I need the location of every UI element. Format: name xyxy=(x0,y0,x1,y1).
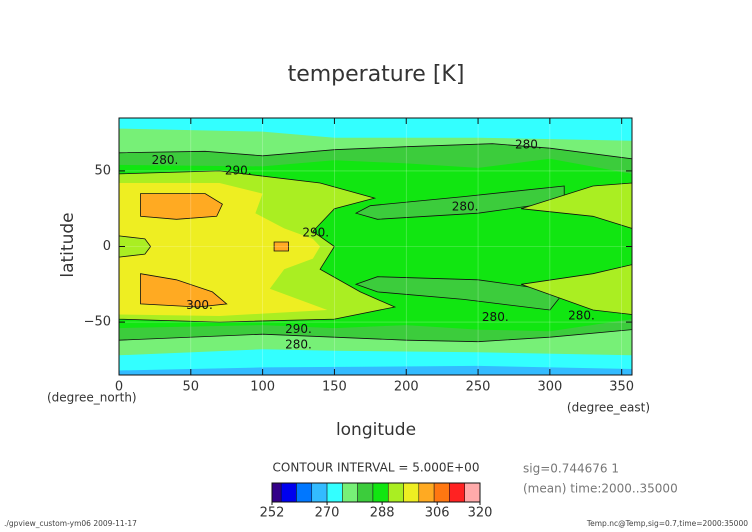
colorbar-box xyxy=(449,482,465,503)
colorbar-tick-label: 270 xyxy=(315,506,340,521)
colorbar-box xyxy=(372,482,389,503)
colorbar-box xyxy=(433,482,450,503)
colorbar-tick-label: 288 xyxy=(370,506,395,521)
contour-label: 280. xyxy=(285,337,312,351)
colorbar-box xyxy=(296,482,313,503)
chart-title: temperature [K] xyxy=(288,62,465,87)
colorbar-box xyxy=(387,482,404,503)
contour-label: 280. xyxy=(152,153,179,167)
contour-region xyxy=(119,235,152,258)
contour-region xyxy=(140,193,223,220)
contour-label: 300. xyxy=(186,298,213,312)
x-tick-label: 100 xyxy=(250,380,275,395)
colorbar-box xyxy=(326,482,343,503)
colorbar-title: CONTOUR INTERVAL = 5.000E+00 xyxy=(273,461,480,475)
y-tick-label: −50 xyxy=(84,315,111,330)
contour-region xyxy=(273,241,289,252)
contour-label: 280. xyxy=(515,138,542,152)
y-tick-label: 0 xyxy=(103,239,111,254)
colorbar-box xyxy=(403,482,420,503)
y-axis-label: latitude xyxy=(58,212,78,277)
contour-label: 290. xyxy=(302,225,329,239)
contour-region xyxy=(520,264,632,315)
contour-label: 290. xyxy=(225,163,252,177)
field: 280.280.280.290.290.300.290.280.280. 280. xyxy=(119,118,632,375)
colorbar-frame xyxy=(271,482,481,503)
colorbar-box xyxy=(280,482,297,503)
colorbar-box xyxy=(464,482,481,503)
x-tick-label: 150 xyxy=(322,380,347,395)
contour-label: 290. xyxy=(285,322,312,336)
colorbar-box xyxy=(271,482,282,503)
contour-label: 280. xyxy=(452,200,479,214)
y-unit: (degree_north) xyxy=(47,391,137,405)
x-tick-label: 200 xyxy=(394,380,419,395)
x-tick-label: 350 xyxy=(609,380,634,395)
footer-left: ./gpview_custom-ym06 2009-11-17 xyxy=(4,519,137,528)
x-axis-label: longitude xyxy=(336,420,416,440)
colorbar-tick-label: 320 xyxy=(468,506,493,521)
colorbar-box xyxy=(418,482,435,503)
colorbar-box xyxy=(357,482,374,503)
colorbar-box xyxy=(342,482,358,503)
contour-label: 280. xyxy=(568,309,595,323)
contour-region xyxy=(354,276,565,311)
colorbar-tick-label: 252 xyxy=(260,506,285,521)
x-tick-label: 250 xyxy=(466,380,491,395)
x-unit: (degree_east) xyxy=(567,401,650,415)
contour-label: 280. xyxy=(482,310,509,324)
colorbar-tick-label: 306 xyxy=(425,506,450,521)
contour-region xyxy=(140,273,228,308)
footer-right: Temp.nc@Temp,sig=0.7,time=2000:35000 xyxy=(586,519,748,528)
y-tick-label: 50 xyxy=(94,163,111,178)
contour-region xyxy=(119,365,632,375)
contour-region xyxy=(520,182,632,229)
x-tick-label: 0 xyxy=(115,380,123,395)
x-tick-label: 300 xyxy=(537,380,562,395)
x-tick-label: 50 xyxy=(183,380,200,395)
colorbar-box xyxy=(311,482,328,503)
annotation: (mean) time:2000..35000 xyxy=(523,482,678,496)
annotation: sig=0.744676 1 xyxy=(523,462,619,476)
